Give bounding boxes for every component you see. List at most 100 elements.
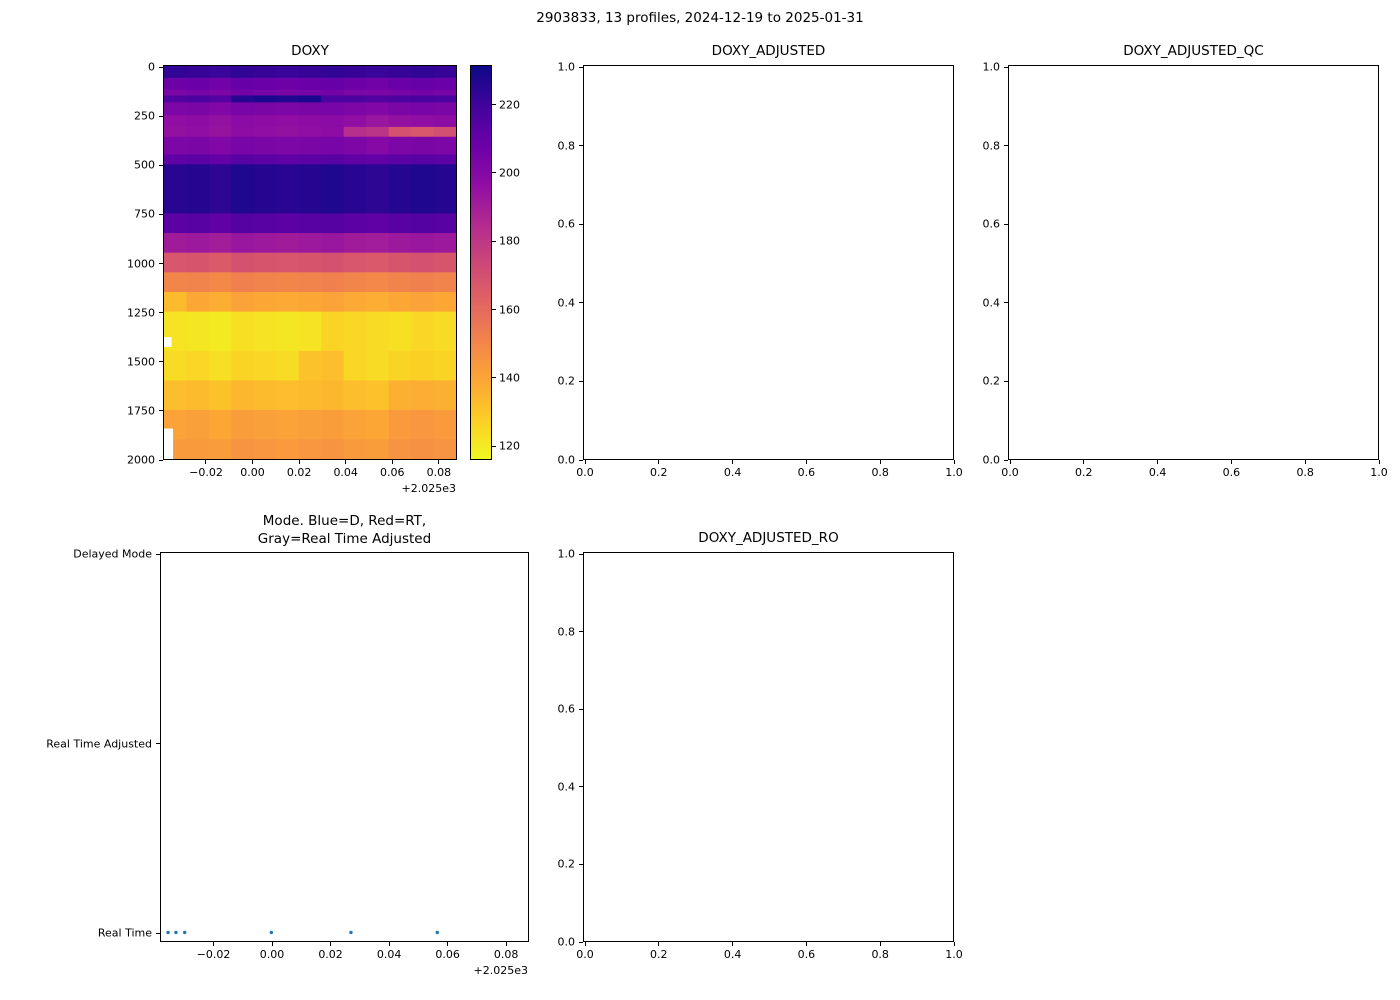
heatmap-cell xyxy=(321,66,345,79)
y-tick-mark xyxy=(1004,66,1008,68)
heatmap-cell xyxy=(321,115,345,128)
y-tick-mark xyxy=(159,312,163,314)
heatmap-cell xyxy=(276,272,300,293)
heatmap-cell xyxy=(343,102,367,116)
heatmap-cell xyxy=(343,311,367,352)
heatmap-cell xyxy=(321,272,345,293)
y-tick-label: 1250 xyxy=(127,306,155,320)
y-category-label: Delayed Mode xyxy=(73,547,152,561)
heatmap-cell xyxy=(321,164,345,215)
heatmap-cell xyxy=(411,350,435,382)
mode-title-line2: Gray=Real Time Adjusted xyxy=(257,530,432,547)
heatmap-cell xyxy=(276,136,300,156)
heatmap-cell xyxy=(343,126,367,138)
heatmap-cell xyxy=(366,95,390,104)
x-tick-label: 0.8 xyxy=(871,466,889,479)
heatmap-cell xyxy=(186,154,210,165)
x-tick-label: 0.4 xyxy=(1148,466,1167,479)
heatmap-cell xyxy=(298,89,322,97)
heatmap-cell xyxy=(343,233,367,254)
y-tick-label: 0.4 xyxy=(982,296,1001,310)
heatmap-cell xyxy=(164,380,188,411)
x-tick-mark xyxy=(388,942,390,946)
heatmap-cell xyxy=(411,164,435,215)
x-tick-mark xyxy=(447,942,449,946)
heatmap-cell xyxy=(433,164,456,215)
heatmap-cell xyxy=(433,350,456,382)
heatmap-cell xyxy=(343,95,367,104)
heatmap-cell xyxy=(321,291,345,313)
heatmap-cell xyxy=(433,126,456,138)
heatmap-cell xyxy=(343,272,367,293)
heatmap-cell xyxy=(208,233,233,254)
heatmap-cell xyxy=(388,154,412,165)
x-tick-mark xyxy=(205,460,207,464)
heatmap-cell xyxy=(186,89,210,97)
y-tick-mark xyxy=(159,164,163,166)
y-tick-mark xyxy=(579,708,583,710)
heatmap-cell xyxy=(231,164,255,215)
heatmap-cell xyxy=(253,380,278,411)
x-tick-mark xyxy=(505,942,507,946)
x-tick-label: 0.08 xyxy=(426,466,452,479)
heatmap-cell xyxy=(186,291,210,313)
x-tick-mark xyxy=(298,460,300,464)
x-tick-label: 0.2 xyxy=(650,948,668,961)
colorbar-tick-label: 200 xyxy=(499,166,520,180)
heatmap-cell xyxy=(388,233,412,254)
heatmap-cell xyxy=(231,115,255,128)
heatmap-cell xyxy=(276,252,300,274)
heatmap-cell xyxy=(298,350,322,382)
heatmap-cell xyxy=(366,439,390,459)
heatmap-cell xyxy=(164,102,188,116)
heatmap-cell xyxy=(366,164,390,215)
x-tick-label: 0.8 xyxy=(871,948,889,961)
heatmap-cell xyxy=(343,136,367,156)
heatmap-cell xyxy=(366,311,390,352)
heatmap-cell xyxy=(276,95,300,104)
heatmap-cell xyxy=(388,380,412,411)
heatmap-cell xyxy=(253,77,278,91)
heatmap-cell xyxy=(164,272,188,293)
heatmap-cell xyxy=(366,89,390,97)
colorbar-tick-mark xyxy=(492,104,496,106)
profile-mode-dot xyxy=(166,930,170,935)
x-tick-mark xyxy=(658,942,660,946)
heatmap-cell xyxy=(321,380,345,411)
y-tick-label: 750 xyxy=(134,207,155,221)
heatmap-cell xyxy=(343,252,367,274)
heatmap-cell xyxy=(186,350,210,382)
mode-scatter xyxy=(166,930,439,935)
y-tick-mark xyxy=(159,459,163,461)
heatmap-cell xyxy=(164,350,188,382)
heatmap-cell xyxy=(276,164,300,215)
heatmap-cell xyxy=(253,115,278,128)
heatmap-cell xyxy=(321,77,345,91)
y-tick-label: 0.6 xyxy=(557,217,576,231)
heatmap-cell xyxy=(298,136,322,156)
x-tick-label: 0.00 xyxy=(240,466,265,479)
heatmap-cell xyxy=(186,380,210,411)
heatmap-cell xyxy=(208,136,233,156)
y-tick-label: 0.4 xyxy=(557,296,576,310)
colorbar-tick-label: 120 xyxy=(499,439,520,453)
heatmap-cell xyxy=(388,115,412,128)
heatmap-cell xyxy=(343,164,367,215)
y-tick-label: 1.0 xyxy=(982,60,1001,74)
heatmap-cell xyxy=(366,136,390,156)
x-tick-mark xyxy=(879,942,881,946)
heatmap-cell xyxy=(253,409,278,441)
heatmap-cell xyxy=(186,102,210,116)
colorbar-tick-label: 160 xyxy=(499,303,520,317)
y-tick-mark xyxy=(579,145,583,147)
heatmap-cell xyxy=(343,350,367,382)
heatmap-cell xyxy=(253,154,278,165)
heatmap-cell xyxy=(164,164,188,215)
heatmap-cell xyxy=(433,311,456,352)
y-tick-mark xyxy=(159,115,163,117)
y-category-label: Real Time xyxy=(97,926,152,940)
y-tick-mark xyxy=(156,743,160,745)
heatmap-cell xyxy=(208,213,233,234)
x-tick-label: −0.02 xyxy=(196,948,231,961)
heatmap-cell xyxy=(298,233,322,254)
